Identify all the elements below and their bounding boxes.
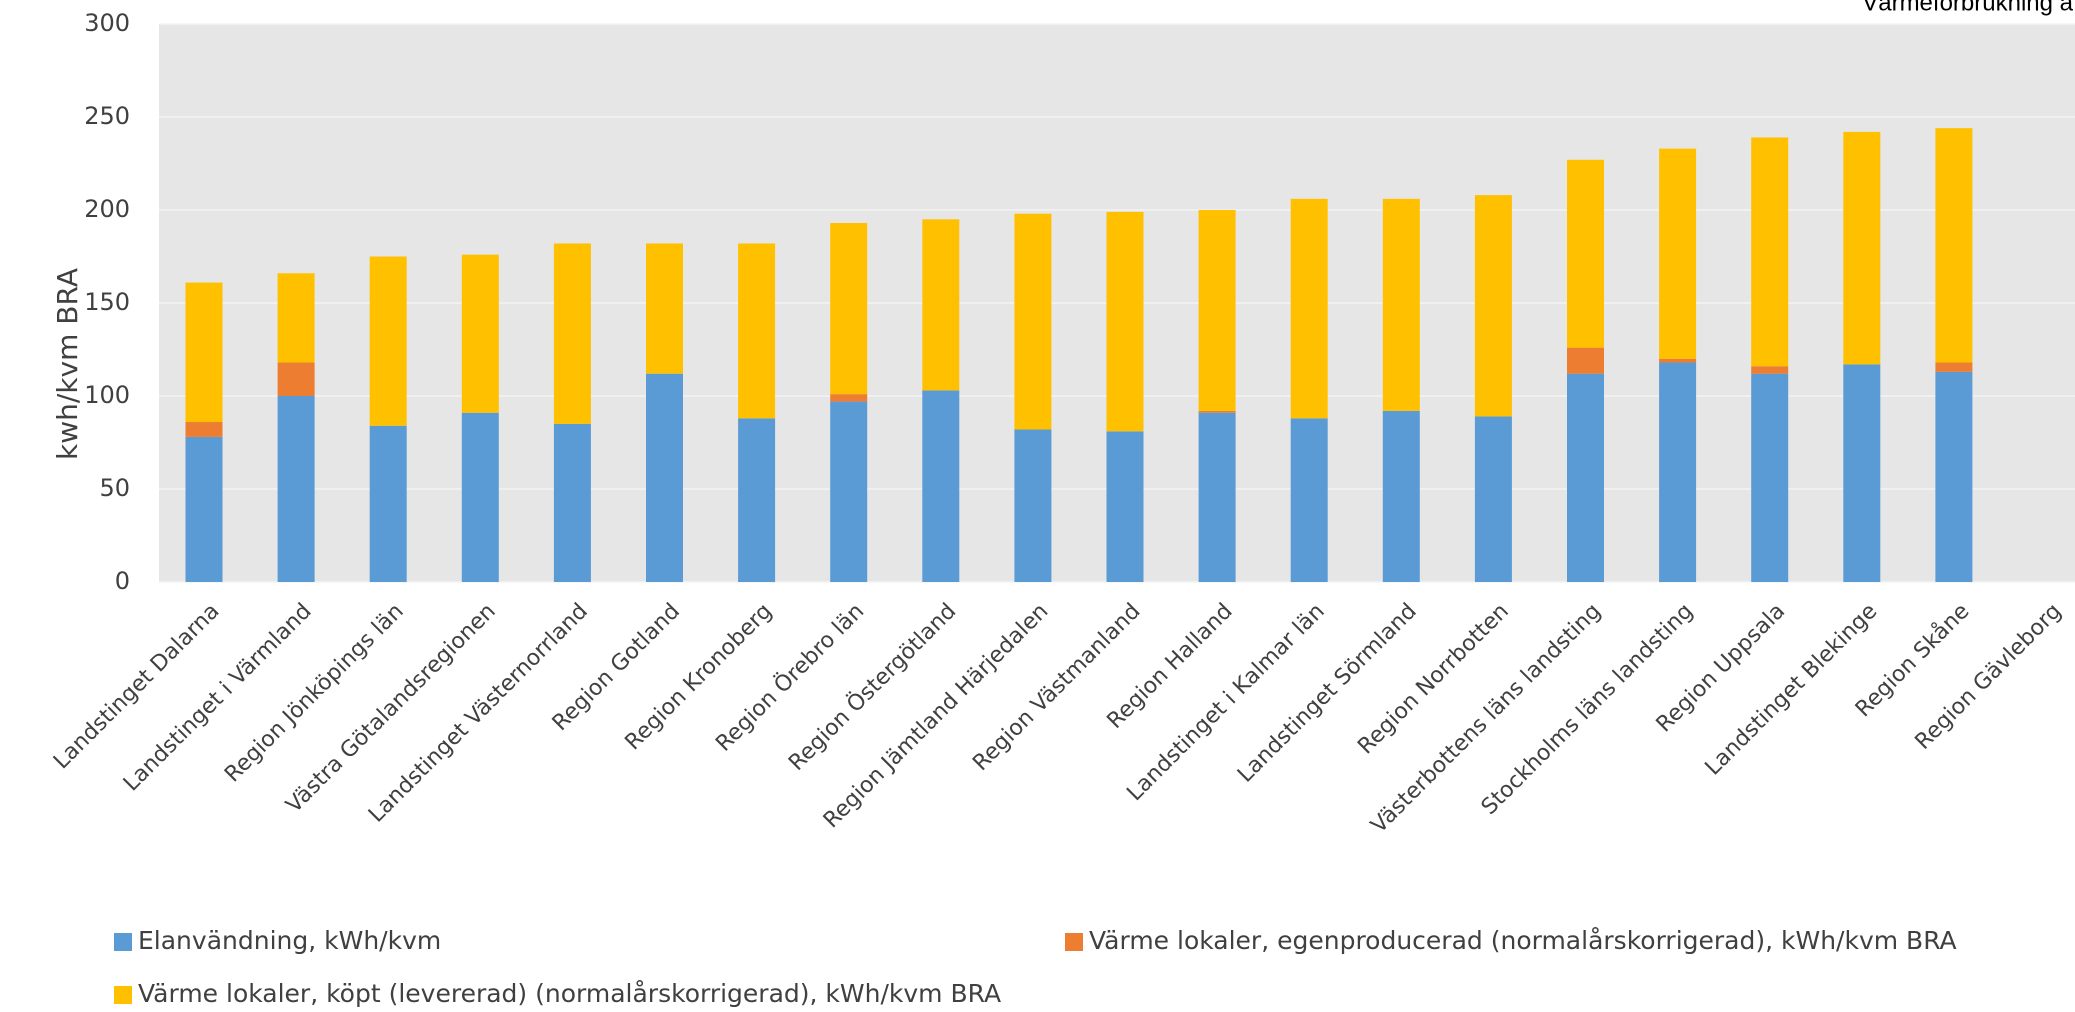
bar-segment	[1935, 362, 1973, 372]
bar-segment	[1567, 159, 1604, 348]
x-tick-label: Landstinget Sörmland	[1233, 599, 1422, 788]
bar-segment	[1751, 137, 1789, 367]
x-tick-label: Landstinget i Värmland	[119, 599, 317, 797]
bar-segment	[1843, 131, 1881, 365]
bar-segment	[1290, 198, 1328, 419]
x-tick-label: Landstinget Blekinge	[1701, 599, 1883, 781]
x-tick-label: Region Jönköpings län	[220, 599, 409, 788]
bar-segment	[1106, 211, 1144, 432]
bar-segment	[1659, 362, 1697, 582]
legend-label: Värme lokaler, köpt (levererad) (normalå…	[138, 979, 1001, 1008]
bar-segment	[1014, 429, 1052, 582]
bar-segment	[1198, 412, 1236, 582]
bar-segment	[830, 223, 868, 395]
bar-segment	[1198, 210, 1236, 411]
bar-segment	[922, 390, 960, 582]
bar-segment	[1290, 418, 1328, 582]
bar-segment	[1567, 347, 1604, 374]
y-tick-label: 300	[84, 9, 130, 37]
x-tick-label: Region Västmanland	[968, 599, 1145, 776]
legend-label: Elanvändning, kWh/kvm	[138, 926, 441, 955]
bar-segment	[1751, 366, 1789, 374]
bar-segment	[738, 243, 776, 419]
bar-segment	[1659, 148, 1697, 359]
legend-swatch	[1065, 933, 1083, 951]
y-tick-label: 50	[99, 474, 130, 502]
legend-label: Värme lokaler, egenproducerad (normalårs…	[1089, 926, 1957, 955]
bar-segment	[1567, 373, 1604, 582]
bar-segment	[461, 412, 499, 582]
bar-segment	[277, 273, 315, 363]
y-tick-label: 250	[84, 102, 130, 130]
legend-swatch	[114, 933, 132, 951]
bar-segment	[553, 243, 591, 424]
bar-segment	[277, 396, 315, 582]
bar-segment	[830, 401, 868, 582]
legend-swatch	[114, 986, 132, 1004]
x-tick-label: Landstinget i Kalmar län	[1122, 599, 1329, 806]
y-tick-label: 100	[84, 381, 130, 409]
bar-segment	[1198, 410, 1236, 413]
y-tick-label: 0	[115, 567, 130, 595]
bar-segment	[1382, 410, 1420, 582]
y-tick-label: 200	[84, 195, 130, 223]
bar-segment	[1935, 371, 1973, 582]
x-tick-label: Region Örebro län	[711, 598, 870, 757]
bar-segment	[738, 418, 776, 582]
bar-segment	[1659, 358, 1697, 363]
bar-segment	[369, 425, 407, 582]
bar-segment	[922, 219, 960, 391]
bar-segment	[1474, 195, 1512, 417]
chart-title: Värmeförbrukning a	[1862, 0, 2073, 16]
bar-segment	[830, 394, 868, 402]
bar-segment	[1106, 431, 1144, 582]
x-tick-label: Landstinget Dalarna	[49, 599, 224, 774]
bar-segment	[1935, 128, 1973, 363]
bar-segment	[185, 422, 223, 437]
bar-segment	[646, 243, 683, 374]
bar-segment	[185, 436, 223, 582]
bar-segment	[1751, 373, 1789, 582]
bar-segment	[646, 373, 683, 582]
y-tick-label: 150	[84, 288, 130, 316]
bar-segment	[1014, 213, 1052, 430]
y-axis-label: kwh/kvm BRA	[51, 268, 84, 460]
bar-segment	[1474, 416, 1512, 582]
bar-segment	[553, 423, 591, 582]
bar-segment	[277, 362, 315, 396]
bar-segment	[1843, 364, 1881, 582]
x-tick-label: Region Norrbotten	[1353, 599, 1514, 760]
bar-segment	[461, 254, 499, 413]
bar-segment	[185, 282, 223, 423]
x-tick-label: Region Östergötland	[783, 598, 961, 776]
bar-segment	[369, 256, 407, 426]
bar-segment	[1382, 198, 1420, 411]
